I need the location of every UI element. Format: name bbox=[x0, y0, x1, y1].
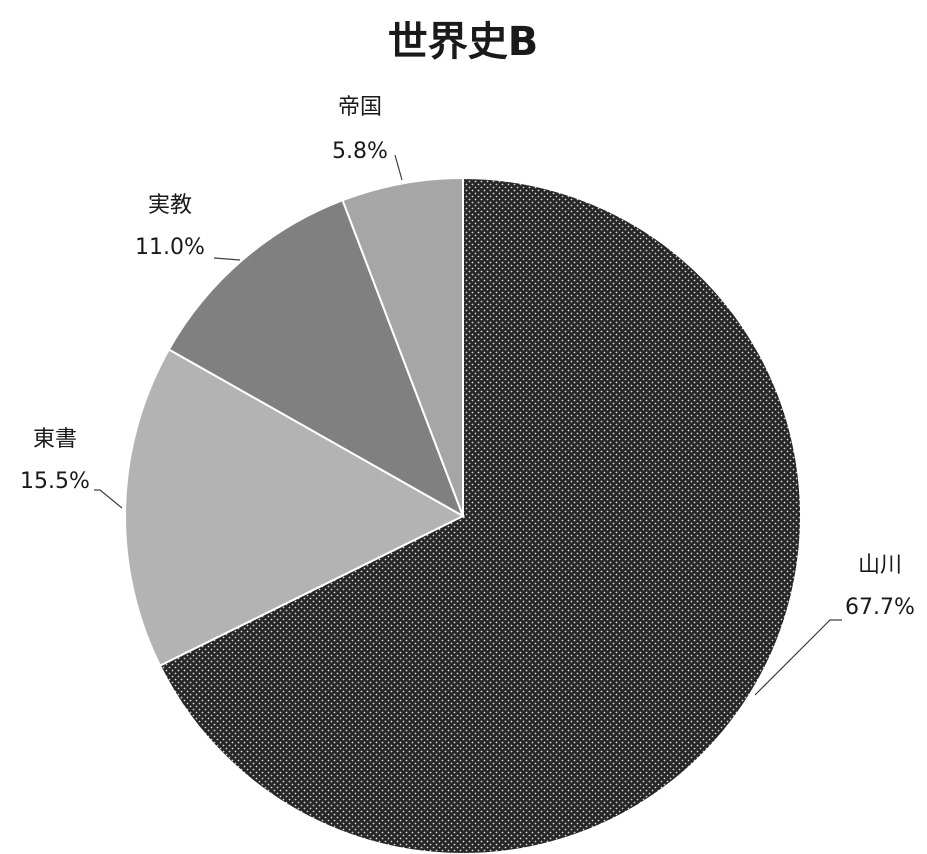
value-label: 15.5% bbox=[20, 469, 90, 494]
category-label: 帝国 bbox=[338, 95, 382, 120]
leader-line bbox=[213, 257, 241, 261]
chart-title: 世界史B bbox=[388, 19, 539, 65]
pie-slice bbox=[158, 176, 802, 854]
category-label: 実教 bbox=[148, 193, 192, 218]
pie-slice bbox=[124, 348, 466, 667]
value-label: 11.0% bbox=[135, 235, 205, 260]
category-label: 東書 bbox=[33, 427, 77, 452]
leader-line bbox=[394, 154, 403, 181]
pie-slice bbox=[341, 176, 464, 517]
leader-line bbox=[754, 619, 842, 696]
value-label: 67.7% bbox=[845, 595, 915, 620]
category-label: 山川 bbox=[858, 553, 902, 578]
value-label: 5.8% bbox=[332, 139, 388, 164]
pie-slice bbox=[167, 198, 465, 519]
leader-line bbox=[94, 489, 123, 509]
